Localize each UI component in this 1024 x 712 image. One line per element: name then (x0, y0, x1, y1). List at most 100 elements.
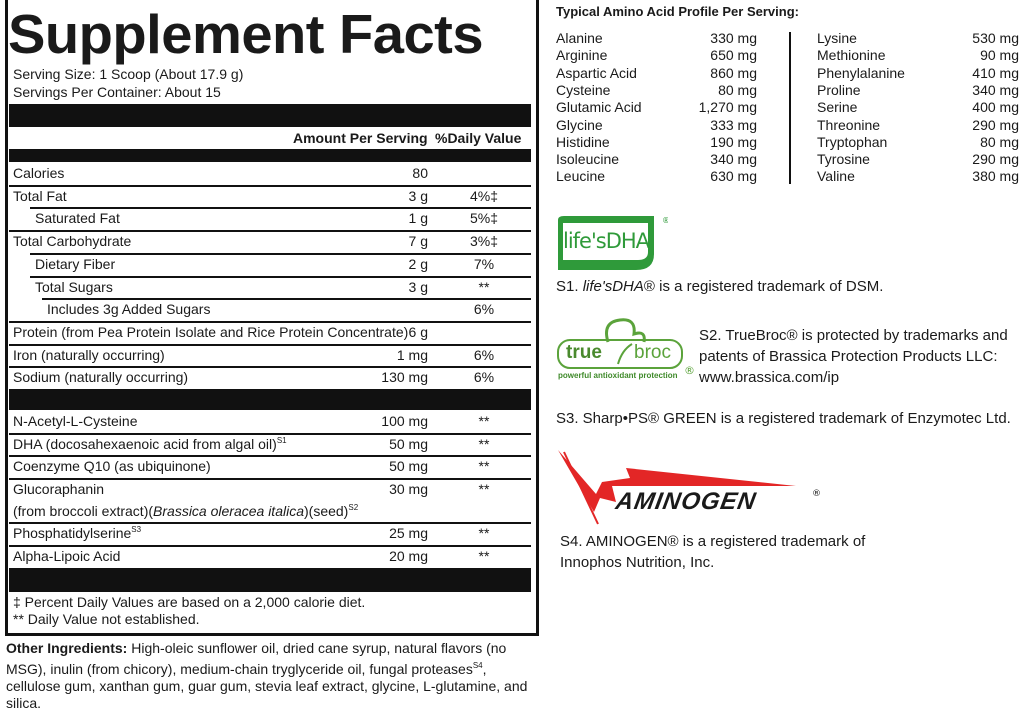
nutrient-label: Glucoraphanin (13, 481, 104, 497)
nutrient-amount: 6 g (408, 323, 428, 340)
divider-bar (9, 568, 531, 592)
amino-value: 1,270 mg (698, 99, 757, 116)
row-divider (9, 522, 531, 525)
nutrient-label: PhosphatidylserineS3 (13, 525, 141, 541)
amino-value: 860 mg (710, 64, 757, 81)
amino-row: Alanine 330 mg (556, 30, 757, 47)
nutrient-label: Alpha-Lipoic Acid (13, 548, 120, 564)
amino-name: Phenylalanine (817, 64, 905, 81)
amino-name: Glycine (556, 116, 603, 133)
amino-title: Typical Amino Acid Profile Per Serving: (556, 4, 799, 19)
nutrient-label: Sodium (naturally occurring) (13, 369, 189, 386)
s1-text: ® is a registered trademark of DSM. (643, 278, 884, 295)
nutrient-daily-value: ** (478, 413, 490, 429)
header-amount: Amount Per Serving (293, 130, 428, 146)
amino-row: Tryptophan 80 mg (817, 134, 1019, 151)
lifesdha-logo-text: life'sDHA (563, 229, 650, 253)
amino-row: Tyrosine 290 mg (817, 151, 1019, 168)
amino-row: Proline 340 mg (817, 82, 1019, 99)
amino-name: Valine (817, 168, 855, 185)
nutrient-row: Protein (from Pea Protein Isolate and Ri… (9, 320, 531, 344)
amino-row: Phenylalanine 410 mg (817, 65, 1019, 82)
amino-value: 340 mg (972, 81, 1019, 98)
s2-note-line2: patents of Brassica Protection Products … (699, 348, 998, 365)
nutrient-amount: 3 g (408, 278, 428, 295)
other-nutrient-row: DHA (docosahexaenoic acid from algal oil… (9, 432, 531, 456)
row-divider (9, 455, 531, 458)
amino-name: Leucine (556, 168, 606, 185)
row-divider (9, 320, 531, 323)
nutrient-label: Protein (from Pea Protein Isolate and Ri… (13, 323, 409, 340)
s4-note-line1: S4. AMINOGEN® is a registered trademark … (560, 533, 866, 550)
nutrient-amount: 130 mg (381, 369, 428, 386)
nutrient-row: Iron (naturally occurring) 1 mg 6% (9, 343, 531, 367)
panel-title: Supplement Facts (8, 3, 484, 65)
amino-value: 400 mg (972, 99, 1019, 116)
header-daily-value: %Daily Value (435, 130, 522, 146)
amino-name: Cysteine (556, 81, 611, 98)
nutrient-amount: 30 mg (389, 481, 428, 498)
nutrient-amount: 80 (412, 165, 428, 181)
nutrient-amount: 2 g (408, 255, 428, 272)
row-divider (30, 207, 531, 210)
amino-name: Glutamic Acid (556, 99, 642, 116)
amino-value: 380 mg (972, 168, 1019, 185)
other-nutrient-row: Alpha-Lipoic Acid 20 mg ** (9, 544, 531, 568)
nutrient-label: Saturated Fat (35, 210, 120, 227)
amino-value: 410 mg (972, 64, 1019, 81)
amino-value: 340 mg (710, 151, 757, 168)
amino-name: Serine (817, 99, 858, 116)
amino-row: Aspartic Acid 860 mg (556, 65, 757, 82)
divider-bar (9, 389, 531, 410)
amino-row: Methionine 90 mg (817, 47, 1019, 64)
nutrient-row: Dietary Fiber 2 g 7% (9, 252, 531, 276)
amino-name: Threonine (817, 116, 881, 133)
amino-name: Histidine (556, 133, 610, 150)
nutrient-row: Calories 80 (9, 162, 531, 185)
divider-bar (9, 149, 531, 162)
amino-name: Proline (817, 81, 861, 98)
nutrient-daily-value: 3%‡ (469, 233, 499, 250)
nutrient-daily-value: ** (478, 278, 490, 295)
svg-text:®: ® (812, 489, 821, 499)
source-species: Brassica oleracea italica (153, 503, 304, 520)
nutrient-daily-value: 5%‡ (469, 210, 499, 227)
nutrient-amount: 50 mg (389, 435, 428, 452)
amino-name: Aspartic Acid (556, 64, 637, 81)
s1-brand: life'sDHA (582, 278, 644, 295)
amino-value: 80 mg (718, 81, 757, 98)
s1-note: S1. life'sDHA® is a registered trademark… (556, 276, 883, 298)
amino-value: 530 mg (972, 30, 1019, 46)
nutrient-name: DHA (docosahexaenoic acid from algal oil… (13, 435, 277, 452)
amino-value: 80 mg (980, 133, 1019, 150)
nutrient-row: Total Fat 3 g 4%‡ (9, 184, 531, 208)
amino-row: Threonine 290 mg (817, 117, 1019, 134)
amino-name: Methionine (817, 47, 886, 64)
superscript: S1 (276, 435, 287, 445)
nutrient-amount: 3 g (408, 187, 428, 204)
aminogen-logo: ® AMINOGEN (556, 446, 826, 528)
row-divider (9, 432, 531, 435)
nutrient-label: Includes 3g Added Sugars (47, 301, 211, 318)
amino-value: 330 mg (710, 30, 757, 46)
s3-note: S3. Sharp•PS® GREEN is a registered trad… (556, 410, 1011, 427)
other-ingredients-text: High-oleic sunflower oil, dried cane syr… (6, 640, 507, 677)
amino-value: 630 mg (710, 168, 757, 185)
amino-row: Leucine 630 mg (556, 168, 757, 185)
lifesdha-logo: ® life'sDHA (556, 214, 670, 272)
amino-name: Arginine (556, 47, 608, 64)
nutrient-amount: 1 g (408, 210, 428, 227)
nutrient-row: Total Carbohydrate 7 g 3%‡ (9, 230, 531, 253)
nutrient-amount: 50 mg (389, 458, 428, 475)
nutrient-label: Calories (13, 165, 65, 181)
nutrient-amount: 7 g (408, 233, 428, 250)
nutrient-daily-value: ** (478, 458, 490, 475)
s1-prefix: S1. (556, 278, 583, 295)
nutrient-row: Saturated Fat 1 g 5%‡ (9, 207, 531, 230)
nutrient-daily-value: 7% (473, 255, 495, 272)
amino-row: Serine 400 mg (817, 99, 1019, 116)
servings-per-container: Servings Per Container: About 15 (13, 84, 221, 100)
row-divider (30, 252, 531, 255)
nutrient-source: (from broccoli extract)(Brassica olerace… (13, 503, 358, 519)
nutrient-daily-value: 6% (473, 346, 495, 363)
